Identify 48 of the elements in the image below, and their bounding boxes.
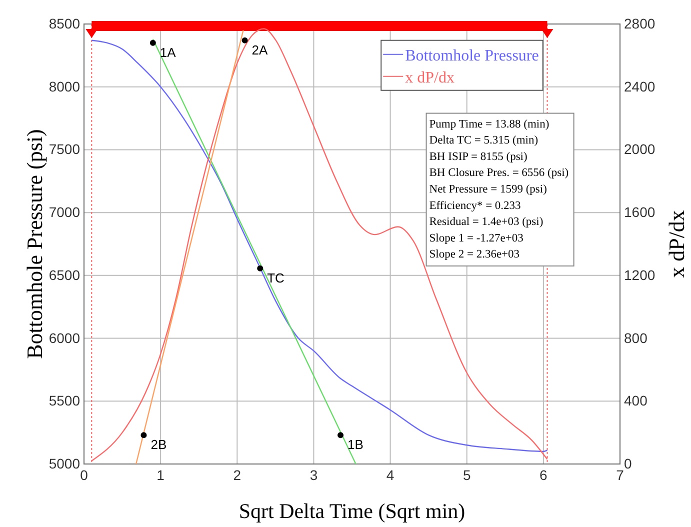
y-tick-label: 7000 bbox=[48, 204, 80, 220]
y2-tick-label: 2000 bbox=[624, 141, 656, 158]
annotation: Pump Time = 13.88 (min) bbox=[429, 118, 550, 130]
annotation: BH ISIP = 8155 (psi) bbox=[429, 150, 528, 163]
annotation: BH Closure Pres. = 6556 (psi) bbox=[429, 167, 569, 180]
x-tick-label: 0 bbox=[80, 466, 88, 483]
x-tick-label: 7 bbox=[616, 466, 624, 483]
x-tick-label: 1 bbox=[156, 466, 165, 483]
y2-axis-title: x dP/dx bbox=[664, 210, 689, 278]
point bbox=[242, 37, 248, 44]
x-tick-label: 5 bbox=[462, 466, 471, 483]
annotation: 2B bbox=[150, 437, 167, 452]
y2-tick-label: 1200 bbox=[624, 266, 656, 283]
y-tick-label: 8500 bbox=[48, 15, 80, 32]
x-tick-label: 6 bbox=[540, 466, 548, 483]
y2-tick-label: 400 bbox=[624, 392, 648, 409]
annotation: TC bbox=[267, 270, 284, 286]
legend-label: Bottomhole Pressure bbox=[405, 47, 539, 64]
x-tick-label: 2 bbox=[233, 466, 242, 483]
annotation: Residual = 1.4e+03 (psi) bbox=[429, 216, 544, 228]
x-tick-label: 3 bbox=[310, 466, 318, 483]
point bbox=[257, 265, 264, 272]
y-axis-title: Bottomhole Pressure (psi) bbox=[22, 129, 47, 359]
y2-tick-label: 1600 bbox=[624, 204, 656, 220]
y-tick-label: 5500 bbox=[48, 392, 80, 409]
annotation: Net Pressure = 1599 (psi) bbox=[429, 183, 548, 196]
point bbox=[140, 432, 147, 438]
y-tick-label: 5000 bbox=[48, 455, 80, 472]
x-axis-title: Sqrt Delta Time (Sqrt min) bbox=[238, 499, 466, 523]
y2-tick-label: 0 bbox=[624, 455, 632, 472]
y-tick-label: 8000 bbox=[48, 78, 80, 94]
annotation: 2A bbox=[252, 42, 268, 58]
y2-tick-label: 2400 bbox=[624, 78, 656, 94]
y-tick-label: 6000 bbox=[48, 330, 80, 346]
y2-tick-label: 800 bbox=[624, 330, 648, 346]
annotation: 1A bbox=[160, 44, 176, 60]
y-tick-label: 6500 bbox=[48, 266, 80, 283]
annotation: 1B bbox=[348, 437, 364, 452]
y2-tick-label: 2800 bbox=[624, 15, 656, 32]
point bbox=[338, 432, 344, 438]
annotation: Slope 2 = 2.36e+03 bbox=[429, 248, 520, 261]
y-tick-label: 7500 bbox=[48, 141, 80, 158]
x-tick-label: 4 bbox=[386, 466, 394, 483]
annotation: Efficiency* = 0.233 bbox=[429, 200, 522, 212]
point bbox=[150, 40, 156, 46]
annotation: Slope 1 = -1.27e+03 bbox=[429, 232, 524, 244]
legend-label: x dP/dx bbox=[405, 69, 454, 86]
annotation: Delta TC = 5.315 (min) bbox=[429, 134, 538, 147]
